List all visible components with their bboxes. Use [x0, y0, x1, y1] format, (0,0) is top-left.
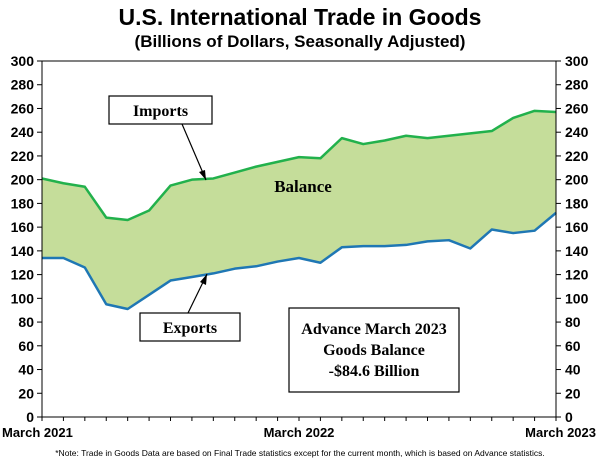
y-tick-label-left: 80: [18, 314, 34, 330]
y-tick-label-left: 280: [11, 77, 35, 93]
y-tick-label-left: 120: [11, 267, 35, 283]
advance-info-line: Goods Balance: [323, 342, 425, 359]
y-tick-label-right: 220: [565, 148, 589, 164]
y-tick-label-right: 0: [565, 409, 573, 425]
y-tick-label-right: 280: [565, 77, 589, 93]
imports-pointer-arrowhead: [199, 170, 206, 180]
y-tick-label-right: 240: [565, 124, 589, 140]
advance-info-line: -$84.6 Billion: [329, 363, 420, 380]
chart-subtitle: (Billions of Dollars, Seasonally Adjuste…: [134, 32, 466, 51]
chart-title: U.S. International Trade in Goods: [118, 4, 482, 30]
y-tick-label-left: 240: [11, 124, 35, 140]
x-tick-label: March 2022: [264, 425, 335, 440]
y-tick-label-left: 200: [11, 172, 35, 188]
y-tick-label-right: 200: [565, 172, 589, 188]
balance-area: [42, 110, 556, 310]
y-tick-label-right: 300: [565, 53, 589, 69]
y-tick-label-left: 160: [11, 219, 35, 235]
y-tick-label-left: 20: [18, 385, 34, 401]
imports-callout-label: Imports: [133, 103, 188, 120]
y-tick-label-left: 220: [11, 148, 35, 164]
y-tick-label-right: 60: [565, 338, 581, 354]
y-tick-label-left: 100: [11, 290, 35, 306]
x-tick-label: March 2021: [2, 425, 73, 440]
imports-pointer: [181, 123, 207, 181]
y-tick-label-right: 260: [565, 100, 589, 116]
y-tick-label-right: 140: [565, 243, 589, 259]
exports-line: [42, 211, 557, 311]
y-tick-label-right: 120: [565, 267, 589, 283]
y-tick-label-left: 40: [18, 362, 34, 378]
imports-line: [41, 109, 557, 222]
y-tick-label-left: 140: [11, 243, 35, 259]
y-tick-label-left: 260: [11, 100, 35, 116]
y-tick-label-right: 180: [565, 195, 589, 211]
y-tick-label-right: 160: [565, 219, 589, 235]
advance-info-box: [288, 307, 460, 393]
y-tick-label-right: 40: [565, 362, 581, 378]
y-tick-label-right: 100: [565, 290, 589, 306]
y-tick-label-left: 300: [11, 53, 35, 69]
exports-callout-label: Exports: [163, 320, 217, 337]
advance-info-line: Advance March 2023: [301, 321, 446, 338]
imports-callout-box: [108, 95, 213, 125]
y-tick-label-right: 20: [565, 385, 581, 401]
footnote: *Note: Trade in Goods Data are based on …: [55, 448, 545, 458]
exports-pointer-arrowhead: [200, 274, 207, 285]
y-tick-label-left: 180: [11, 195, 35, 211]
y-tick-label-left: 60: [18, 338, 34, 354]
exports-callout-box: [139, 312, 241, 342]
y-tick-label-right: 80: [565, 314, 581, 330]
balance-label: Balance: [274, 177, 332, 196]
y-tick-label-left: 0: [26, 409, 34, 425]
x-tick-label: March 2023: [525, 425, 596, 440]
